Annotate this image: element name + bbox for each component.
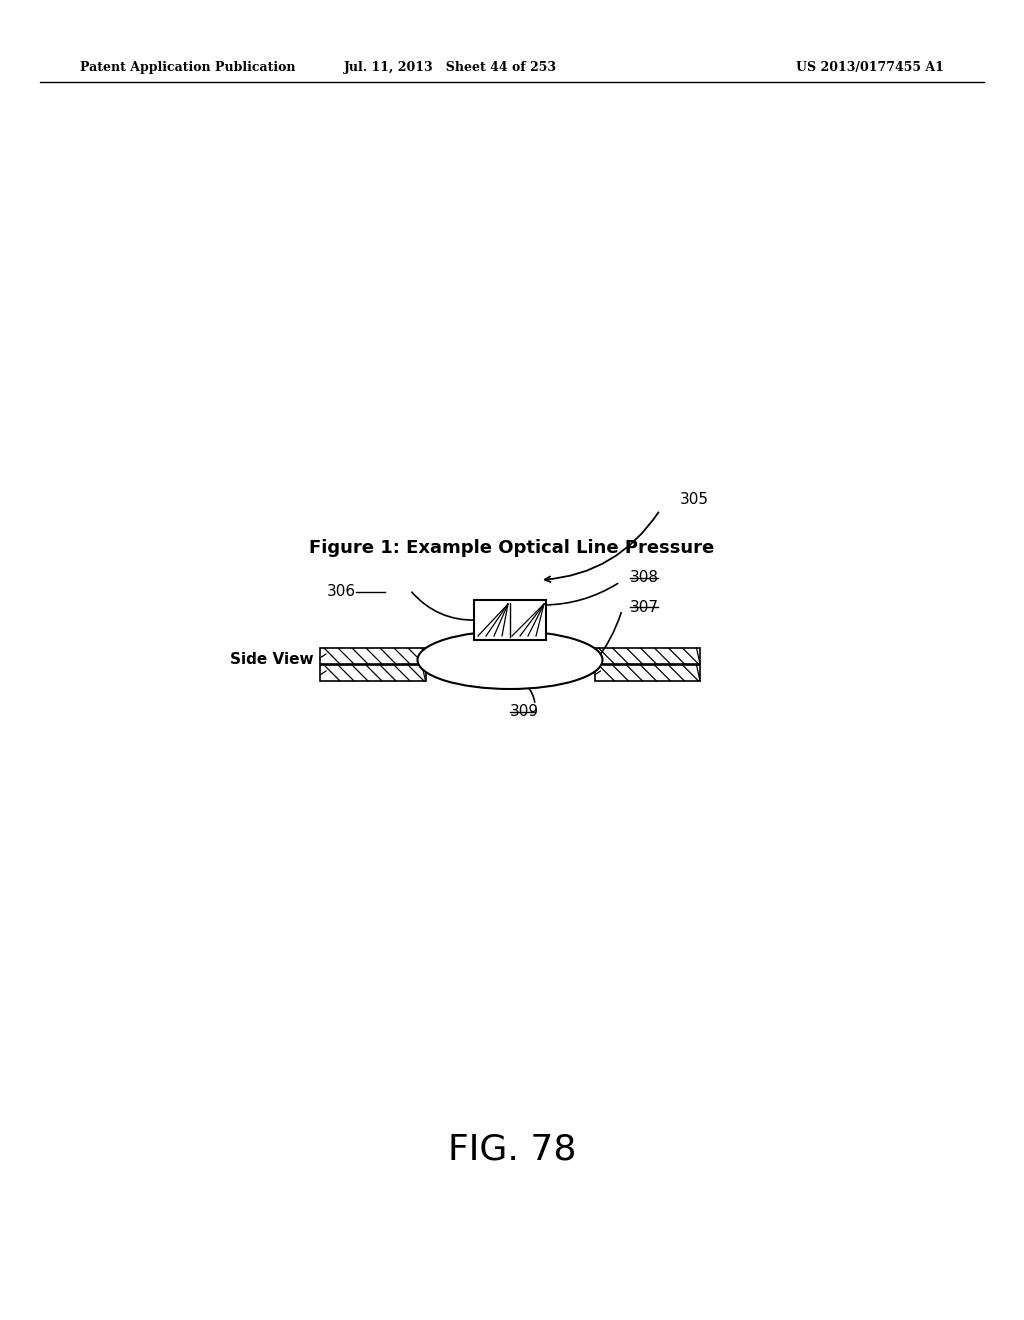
Text: FIG. 78: FIG. 78 xyxy=(447,1133,577,1167)
Text: 308: 308 xyxy=(630,570,659,586)
Text: Jul. 11, 2013   Sheet 44 of 253: Jul. 11, 2013 Sheet 44 of 253 xyxy=(343,62,556,74)
Text: 307: 307 xyxy=(630,599,659,615)
Text: Figure 1: Example Optical Line Pressure: Figure 1: Example Optical Line Pressure xyxy=(309,539,715,557)
Bar xyxy=(595,648,700,664)
Text: Side View: Side View xyxy=(230,652,313,668)
Bar xyxy=(595,665,700,681)
Bar xyxy=(474,601,546,640)
Bar xyxy=(319,665,426,681)
Text: US 2013/0177455 A1: US 2013/0177455 A1 xyxy=(796,62,944,74)
Text: 309: 309 xyxy=(510,705,539,719)
Text: Patent Application Publication: Patent Application Publication xyxy=(80,62,296,74)
Text: 306: 306 xyxy=(327,585,356,599)
Ellipse shape xyxy=(418,631,602,689)
Bar xyxy=(319,648,426,664)
Text: 305: 305 xyxy=(680,492,709,507)
